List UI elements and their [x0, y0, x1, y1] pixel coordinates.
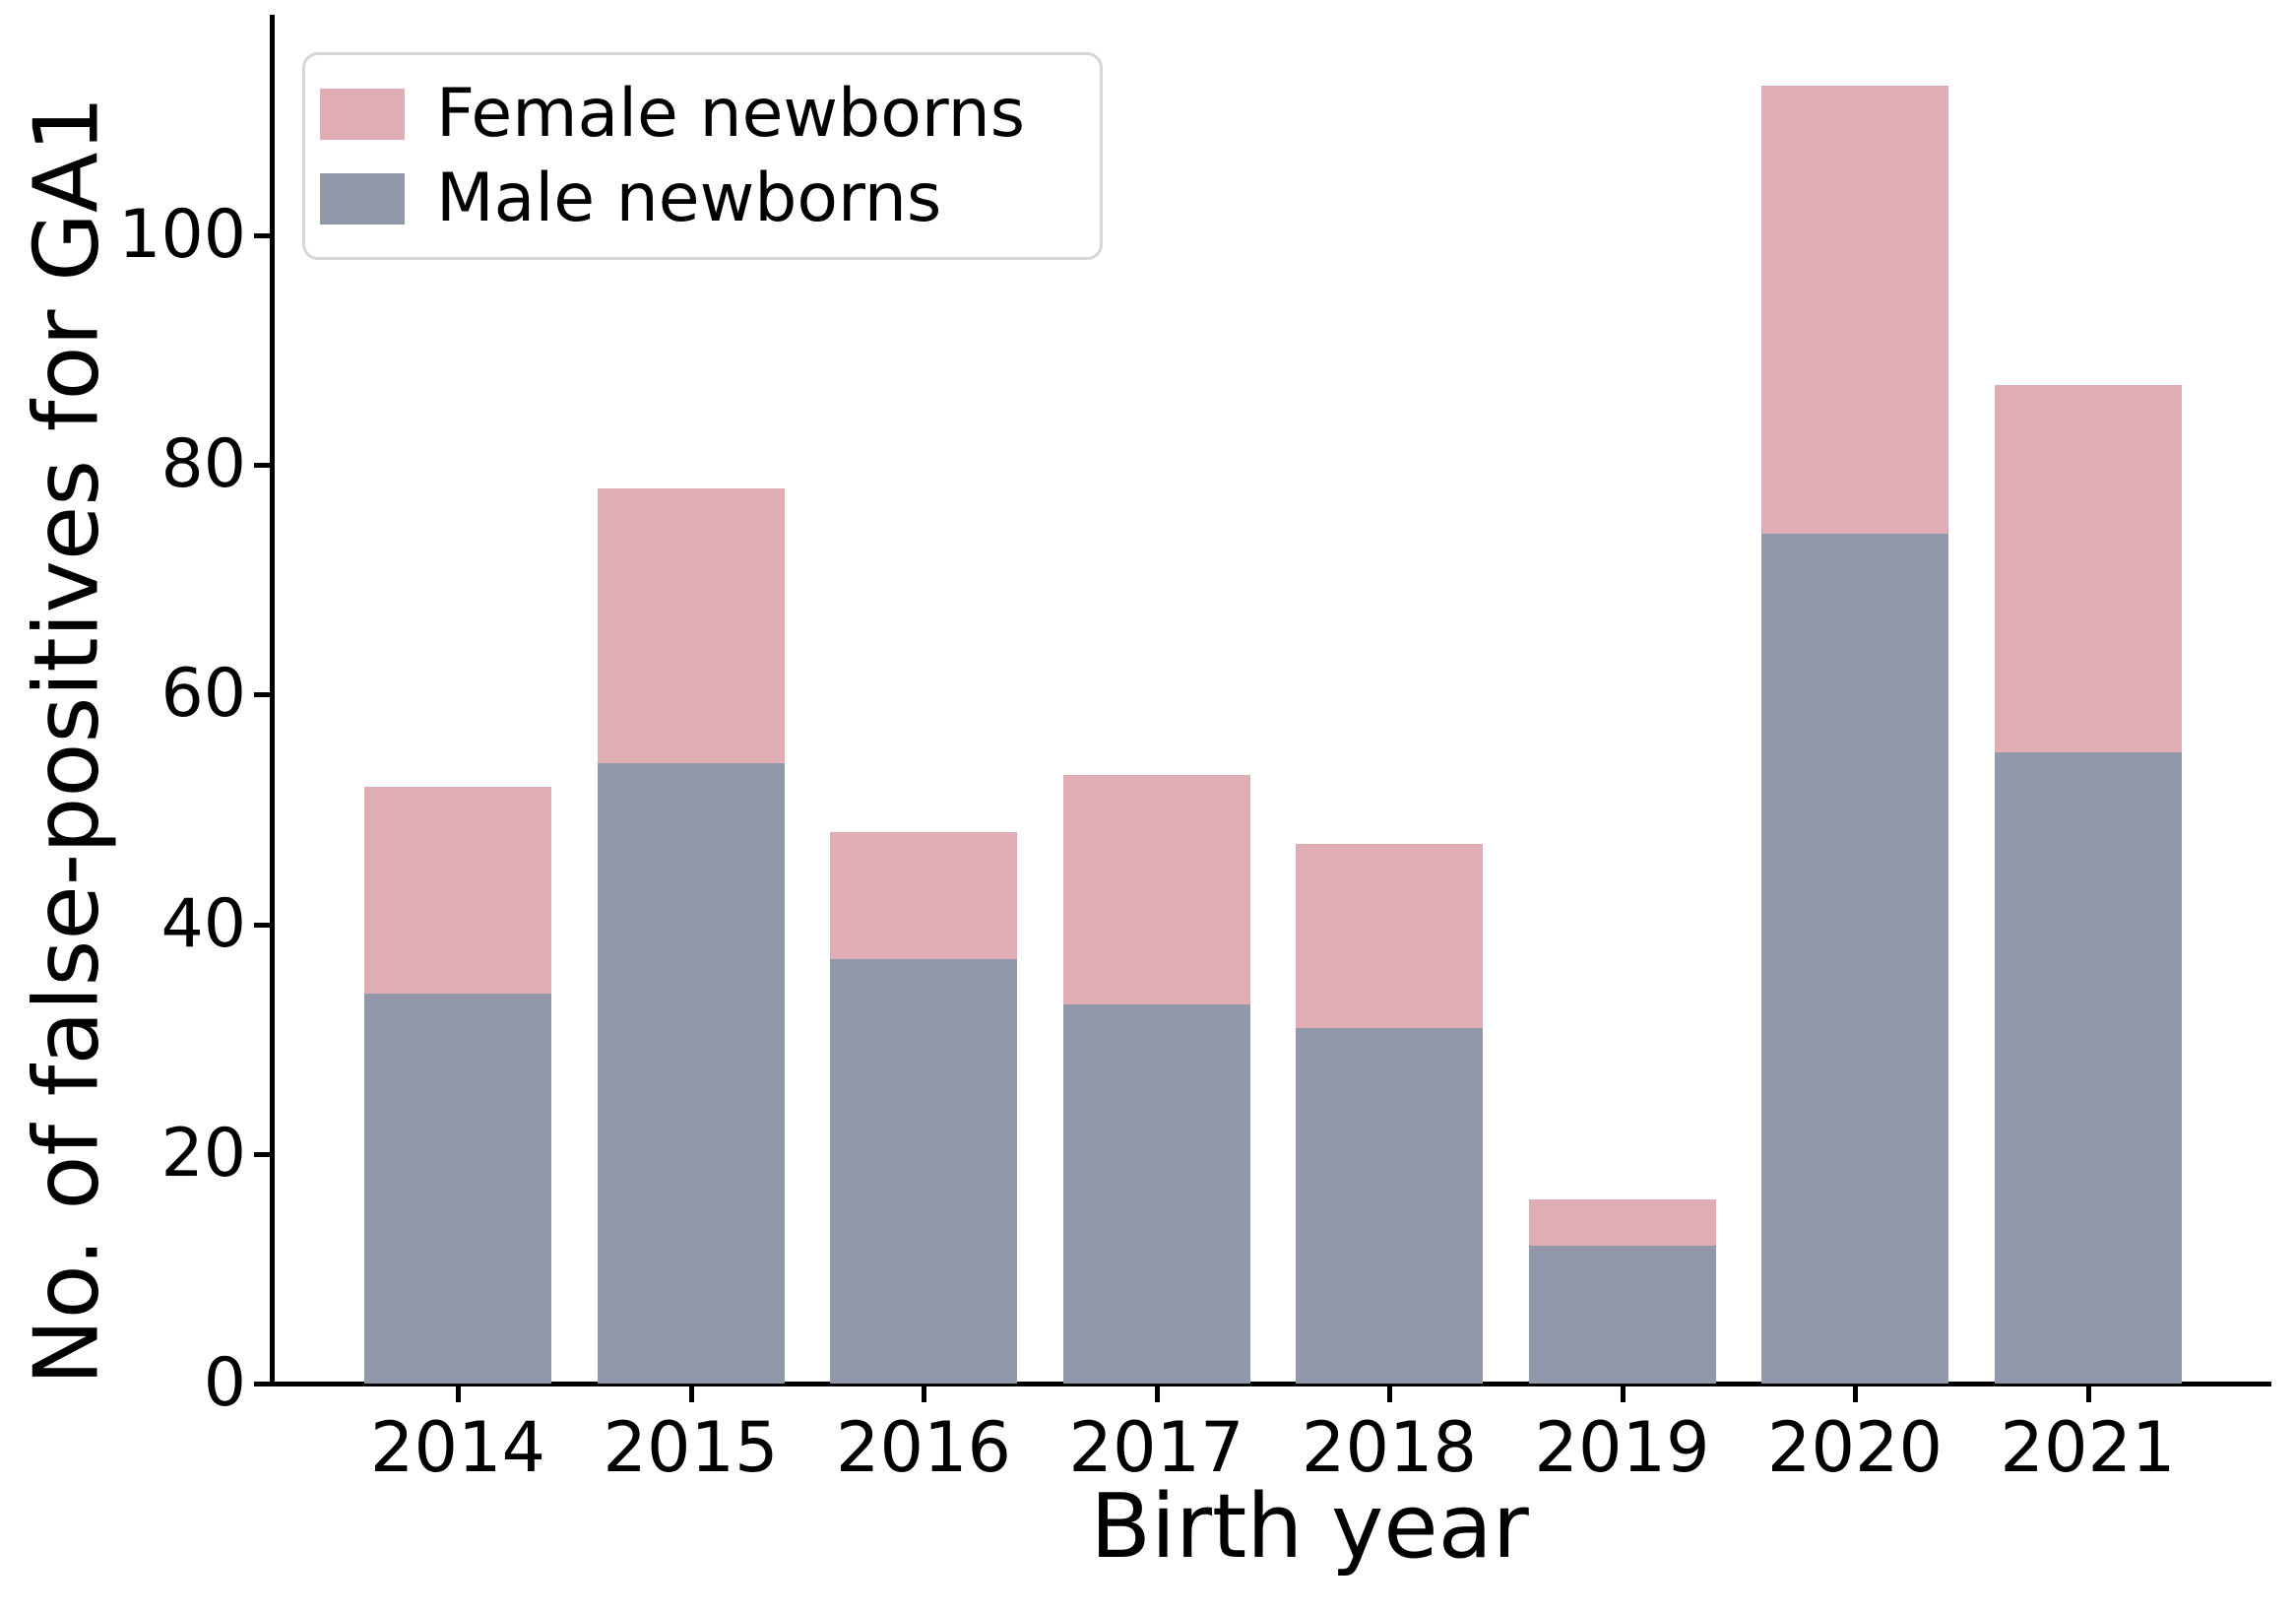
- female-newborns-swatch: [320, 88, 405, 140]
- bar-2015-female: [597, 487, 785, 764]
- bar-2014-female: [364, 786, 551, 994]
- x-tick-mark-2020: [1853, 1386, 1858, 1402]
- x-tick-mark-2015: [688, 1386, 694, 1402]
- x-axis-spine: [270, 1382, 2271, 1386]
- y-tick-mark-100: [254, 233, 270, 238]
- x-axis-label: Birth year: [1090, 1475, 1529, 1579]
- y-tick-mark-20: [254, 1151, 270, 1157]
- x-tick-label-2014: 2014: [369, 1407, 546, 1488]
- y-tick-label-60: 60: [160, 655, 246, 734]
- bar-2018-female: [1296, 844, 1483, 1028]
- y-tick-label-40: 40: [160, 884, 246, 963]
- x-tick-label-2018: 2018: [1301, 1407, 1478, 1488]
- bar-2016-female: [830, 832, 1017, 959]
- x-tick-mark-2019: [1620, 1386, 1626, 1402]
- bar-2019-male: [1528, 1246, 1716, 1384]
- bar-2017-male: [1062, 1004, 1250, 1384]
- x-tick-label-2021: 2021: [2000, 1407, 2176, 1488]
- bar-2014-male: [364, 993, 551, 1384]
- x-tick-label-2016: 2016: [835, 1407, 1012, 1488]
- y-axis-spine: [270, 15, 275, 1386]
- bar-2017-female: [1062, 775, 1250, 1005]
- x-tick-mark-2016: [922, 1386, 926, 1402]
- legend-label-male: Male newborns: [436, 159, 942, 237]
- y-tick-mark-80: [254, 463, 270, 469]
- y-tick-label-0: 0: [203, 1344, 246, 1422]
- plot-area: [273, 15, 2271, 1384]
- legend-label-female: Female newborns: [436, 74, 1026, 153]
- legend-item-male: Male newborns: [320, 164, 1100, 231]
- x-tick-mark-2018: [1387, 1386, 1392, 1402]
- x-tick-mark-2017: [1154, 1386, 1160, 1402]
- male-newborns-swatch: [320, 172, 405, 225]
- x-tick-label-2017: 2017: [1068, 1407, 1244, 1488]
- bar-2019-female: [1528, 1199, 1716, 1247]
- legend: Female newborns Male newborns: [302, 52, 1103, 260]
- bar-2021-female: [1994, 384, 2182, 752]
- legend-item-female: Female newborns: [320, 80, 1100, 147]
- y-tick-mark-60: [254, 692, 270, 698]
- y-tick-mark-40: [254, 922, 270, 928]
- bar-2018-male: [1296, 1027, 1483, 1384]
- y-tick-label-20: 20: [160, 1114, 246, 1193]
- x-tick-label-2019: 2019: [1534, 1407, 1710, 1488]
- y-tick-label-100: 100: [118, 196, 246, 274]
- bar-2020-male: [1761, 534, 1948, 1384]
- x-tick-mark-2014: [456, 1386, 461, 1402]
- bar-2015-male: [597, 763, 785, 1384]
- y-tick-label-80: 80: [160, 425, 246, 504]
- y-tick-mark-0: [254, 1382, 270, 1386]
- x-tick-label-2015: 2015: [603, 1407, 779, 1488]
- y-axis-label: No. of false-positives for GA1: [15, 96, 119, 1386]
- x-tick-mark-2021: [2085, 1386, 2091, 1402]
- bar-2020-female: [1761, 86, 1948, 535]
- x-tick-label-2020: 2020: [1766, 1407, 1944, 1488]
- bar-2016-male: [830, 958, 1017, 1384]
- bar-2021-male: [1994, 751, 2182, 1384]
